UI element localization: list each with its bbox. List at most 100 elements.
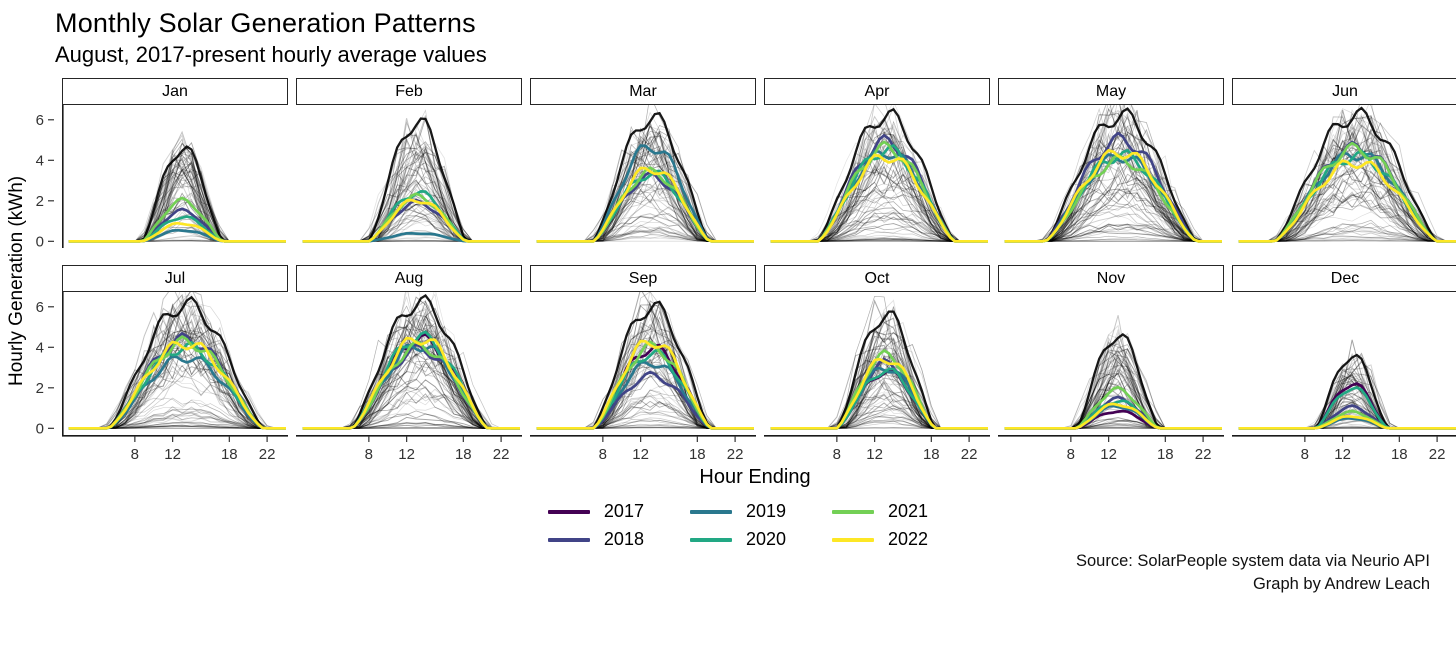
x-tick-label: 18 <box>1391 446 1408 463</box>
facet-panel-jun <box>1238 105 1456 243</box>
facet-strip-nov: Nov <box>998 265 1224 292</box>
x-tick-label: 22 <box>727 446 744 463</box>
facet-panel-oct: 8 12 18 22 <box>764 295 990 463</box>
x-tick-label: 12 <box>1334 446 1351 463</box>
legend-label-2020: 2020 <box>745 529 787 549</box>
y-axis-bottom: 0 2 4 6 <box>36 299 54 437</box>
y-tick-label: 0 <box>36 420 44 437</box>
facet-label: Aug <box>394 269 424 287</box>
x-tick-label: 22 <box>259 446 276 463</box>
x-tick-label: 18 <box>221 446 238 463</box>
series-line-2018 <box>68 207 286 243</box>
legend-item-2020: 2020 <box>689 529 787 550</box>
x-tick-label: 18 <box>923 446 940 463</box>
series-line-2022 <box>1004 149 1222 243</box>
source-caption: Source: SolarPeople system data via Neur… <box>0 550 1456 597</box>
x-tick-label: 22 <box>1195 446 1212 463</box>
x-axis-title: Hour Ending <box>699 466 811 488</box>
x-tick-label: 12 <box>1100 446 1117 463</box>
facet-label: Oct <box>864 269 890 287</box>
x-tick-label: 8 <box>365 446 373 463</box>
facet-strip-aug: Aug <box>296 265 522 292</box>
chart-title: Monthly Solar Generation Patterns <box>55 8 476 38</box>
facet-panel-mar <box>536 105 754 243</box>
series-line-2022 <box>302 336 520 430</box>
x-tick-label: 12 <box>398 446 415 463</box>
legend-item-2018: 2018 <box>547 529 644 550</box>
series-line-2022 <box>536 166 754 243</box>
facet-label: Dec <box>1330 269 1360 287</box>
facet-strip-dec: Dec <box>1232 265 1456 292</box>
legend-item-2022: 2022 <box>832 529 928 550</box>
facet-panel-jan <box>62 105 286 248</box>
facet-row-top: Jan Feb Mar Apr May Jun 0 2 4 6 <box>0 78 1456 248</box>
facet-label: Sep <box>628 269 658 287</box>
x-tick-label: 8 <box>833 446 841 463</box>
y-tick-label: 6 <box>36 299 44 316</box>
legend-swatch-2021 <box>832 509 875 514</box>
facet-panel-feb <box>302 109 520 243</box>
x-tick-label: 12 <box>632 446 649 463</box>
facet-panel-may <box>1004 105 1222 243</box>
facet-strip-apr: Apr <box>764 78 990 105</box>
credit-line: Graph by Andrew Leach <box>1252 575 1430 594</box>
legend-swatch-2020 <box>689 537 732 542</box>
legend-item-2021: 2021 <box>832 501 928 522</box>
legend-swatch-2022 <box>832 537 875 542</box>
legend-item-2019: 2019 <box>689 501 787 522</box>
y-tick-label: 0 <box>36 233 44 248</box>
facet-strip-jul: Jul <box>62 265 288 292</box>
series-line-2022 <box>68 340 286 430</box>
facet-strip-oct: Oct <box>764 265 990 292</box>
facet-panel-apr <box>770 105 988 243</box>
x-tick-label: 8 <box>1067 446 1075 463</box>
legend-swatch-2018 <box>547 537 590 542</box>
legend-label-2017: 2017 <box>603 501 644 521</box>
legend-item-2017: 2017 <box>547 501 644 522</box>
legend-swatch-2017 <box>547 509 590 514</box>
x-tick-label: 22 <box>493 446 510 463</box>
x-tick-label: 8 <box>131 446 139 463</box>
series-line-2022 <box>770 153 988 243</box>
facet-panel-jul: 8 12 18 22 <box>62 292 288 463</box>
legend-label-2019: 2019 <box>745 501 787 521</box>
y-tick-label: 4 <box>36 339 44 356</box>
y-tick-label: 2 <box>36 193 44 210</box>
facet-label: Nov <box>1096 269 1126 287</box>
facet-strip-mar: Mar <box>530 78 756 105</box>
facet-label: Jul <box>164 269 186 287</box>
facet-panel-dec: 8 12 18 22 <box>1232 339 1456 463</box>
gutter-spacer <box>0 265 54 292</box>
legend-label-2022: 2022 <box>888 529 929 549</box>
x-tick-label: 8 <box>1301 446 1309 463</box>
x-tick-label: 18 <box>455 446 472 463</box>
series-line-2022 <box>1004 402 1222 430</box>
legend-label-2018: 2018 <box>603 529 644 549</box>
facet-label: Mar <box>629 82 657 100</box>
x-tick-label: 8 <box>599 446 607 463</box>
facet-strip-jun: Jun <box>1232 78 1456 105</box>
y-tick-label: 4 <box>36 152 44 169</box>
facet-label: Jan <box>162 82 188 100</box>
facet-strip-may: May <box>998 78 1224 105</box>
facet-label: Apr <box>864 82 890 100</box>
series-line-2022 <box>1238 414 1456 430</box>
series-line-2022 <box>68 221 286 243</box>
y-axis-title: Hourly Generation (kWh) <box>6 175 27 387</box>
facet-panel-nov: 8 12 18 22 <box>998 315 1224 463</box>
facet-panel-sep: 8 12 18 22 <box>530 292 756 463</box>
y-tick-label: 2 <box>36 380 44 397</box>
facet-panel-aug: 8 12 18 22 <box>296 292 522 463</box>
series-line-2022 <box>302 198 520 243</box>
facet-label: May <box>1095 82 1127 100</box>
facet-label: Jun <box>1332 82 1358 100</box>
legend-label-2021: 2021 <box>888 501 929 521</box>
series-line-2022 <box>1238 159 1456 243</box>
series-line-2017 <box>536 343 754 430</box>
facet-label: Feb <box>395 82 423 100</box>
x-tick-label: 12 <box>866 446 883 463</box>
facet-strip-feb: Feb <box>296 78 522 105</box>
series-line-2022 <box>770 357 988 430</box>
source-line: Source: SolarPeople system data via Neur… <box>1075 552 1430 570</box>
legend-swatch-2019 <box>689 509 732 514</box>
